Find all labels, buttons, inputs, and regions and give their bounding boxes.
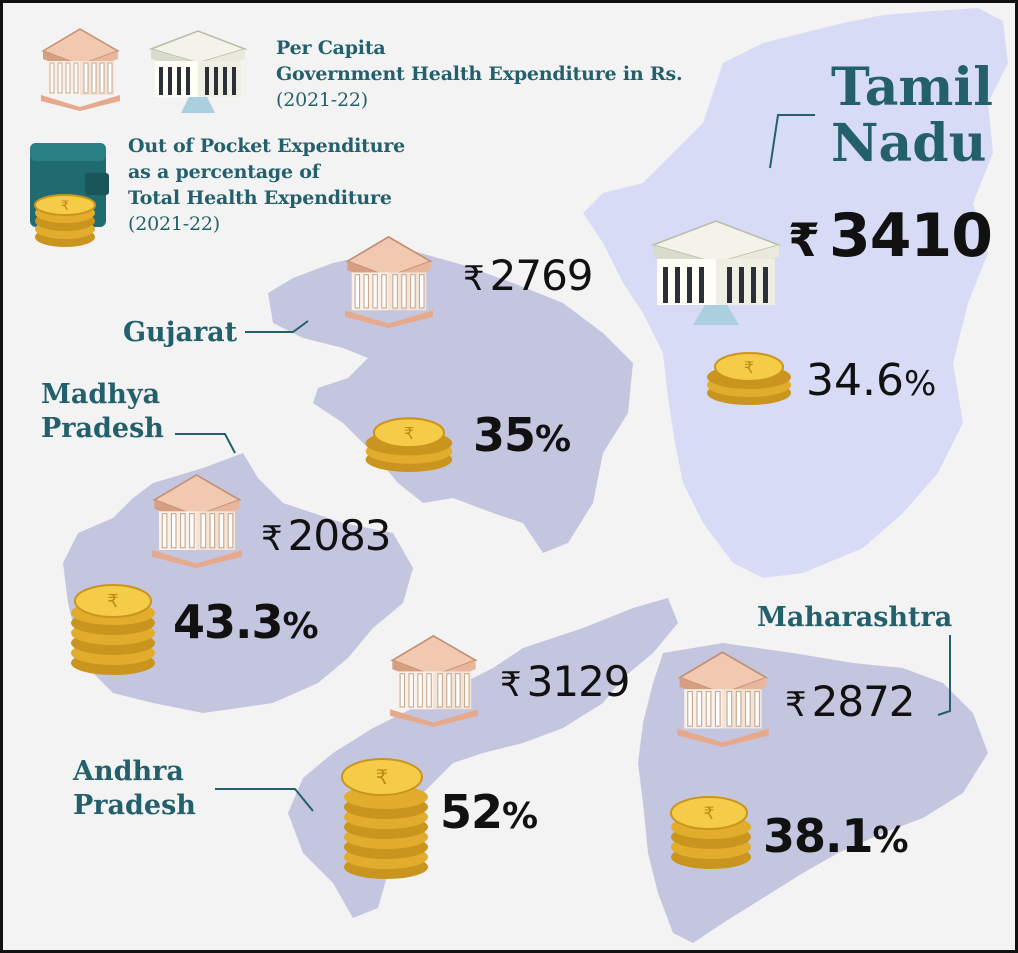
government-building-icon [650, 220, 782, 325]
madhya-pradesh-label-line2: Pradesh [41, 413, 164, 444]
government-building-icon [148, 30, 248, 113]
legend-oop-title: Out of Pocket Expenditure as a percentag… [128, 133, 428, 237]
tamil-nadu-label-line1: Tamil [831, 57, 993, 118]
rupee-symbol: ₹ [785, 685, 807, 725]
rupee-coin-stack-icon: ₹ [71, 584, 155, 675]
legend-expenditure-line1: Per Capita [276, 37, 386, 59]
madhya-pradesh-expenditure-value: 2083 [287, 511, 392, 560]
svg-text:₹: ₹ [404, 424, 415, 443]
svg-text:₹: ₹ [61, 199, 69, 214]
madhya-pradesh-label-line1: Madhya [41, 379, 161, 410]
madhya-pradesh-expenditure: ₹2083 [261, 511, 392, 560]
wallet-icon: ₹ [30, 143, 109, 247]
government-building-icon [390, 634, 478, 727]
andhra-pradesh-label-line2: Pradesh [73, 790, 196, 821]
legend-expenditure-line2: Government Health Expenditure in Rs. [276, 63, 683, 85]
legend-expenditure-year: (2021-22) [276, 89, 368, 111]
andhra-pradesh-expenditure: ₹3129 [500, 657, 631, 706]
tamil-nadu-label: Tamil Nadu [831, 60, 993, 172]
andhra-pradesh-label-line1: Andhra [73, 756, 184, 787]
gujarat-label: Gujarat [123, 317, 238, 348]
percent-symbol: % [282, 606, 319, 647]
rupee-coin-stack-icon: ₹ [34, 194, 96, 247]
andhra-pradesh-label: Andhra Pradesh [73, 755, 196, 823]
gujarat-oop-value: 35 [473, 408, 536, 462]
tamil-nadu-oop: 34.6% [806, 355, 936, 406]
rupee-coin-stack-icon: ₹ [670, 796, 751, 869]
government-building-icon [677, 651, 769, 747]
rupee-coin-stack-icon: ₹ [707, 352, 791, 405]
gujarat-oop: 35% [473, 408, 571, 462]
percent-symbol: % [502, 796, 538, 837]
tamil-nadu-label-line2: Nadu [831, 113, 987, 174]
legend-oop-line2: as a percentage of [128, 161, 320, 183]
legend-oop-year: (2021-22) [128, 213, 220, 235]
legend-oop-line1: Out of Pocket Expenditure [128, 135, 406, 157]
andhra-pradesh-expenditure-value: 3129 [526, 657, 631, 706]
legend-oop-line3: Total Health Expenditure [128, 187, 392, 209]
percent-symbol: % [903, 364, 937, 404]
svg-text:₹: ₹ [376, 765, 389, 789]
madhya-pradesh-oop: 43.3% [173, 595, 319, 649]
tamil-nadu-expenditure: ₹3410 [788, 201, 993, 271]
svg-text:₹: ₹ [704, 804, 715, 824]
percent-symbol: % [535, 419, 571, 460]
gujarat-leader [245, 320, 309, 333]
rupee-symbol: ₹ [788, 213, 820, 267]
government-building-icon [152, 473, 242, 569]
maharashtra-leader [937, 635, 951, 716]
madhya-pradesh-label: Madhya Pradesh [41, 378, 164, 446]
rupee-symbol: ₹ [261, 519, 283, 559]
svg-text:₹: ₹ [107, 591, 118, 612]
legend-expenditure-title: Per Capita Government Health Expenditure… [276, 35, 696, 113]
tamil-nadu-map [583, 8, 1008, 578]
tamil-nadu-leader [769, 114, 815, 169]
svg-text:₹: ₹ [744, 358, 754, 377]
maharashtra-label: Maharashtra [757, 602, 953, 633]
maharashtra-oop: 38.1% [763, 809, 909, 863]
rupee-coin-stack-icon: ₹ [365, 417, 453, 472]
tamil-nadu-oop-value: 34.6 [806, 355, 904, 406]
madhya-pradesh-oop-value: 43.3 [173, 595, 283, 649]
madhya-pradesh-leader [175, 433, 236, 454]
rupee-coin-stack-icon: ₹ [341, 758, 428, 879]
maharashtra-oop-value: 38.1 [763, 809, 873, 863]
rupee-symbol: ₹ [463, 259, 485, 299]
rupee-symbol: ₹ [500, 665, 522, 705]
tamil-nadu-expenditure-value: 3410 [829, 201, 993, 271]
gujarat-map [268, 248, 633, 553]
andhra-pradesh-oop-value: 52 [440, 785, 503, 839]
gujarat-expenditure-value: 2769 [489, 251, 594, 300]
maharashtra-expenditure: ₹2872 [785, 677, 916, 726]
government-building-icon [41, 28, 120, 111]
andhra-pradesh-oop: 52% [440, 785, 538, 839]
government-building-icon [345, 235, 433, 328]
andhra-pradesh-leader [215, 788, 314, 812]
gujarat-expenditure: ₹2769 [463, 251, 594, 300]
maharashtra-expenditure-value: 2872 [811, 677, 916, 726]
percent-symbol: % [872, 820, 909, 861]
